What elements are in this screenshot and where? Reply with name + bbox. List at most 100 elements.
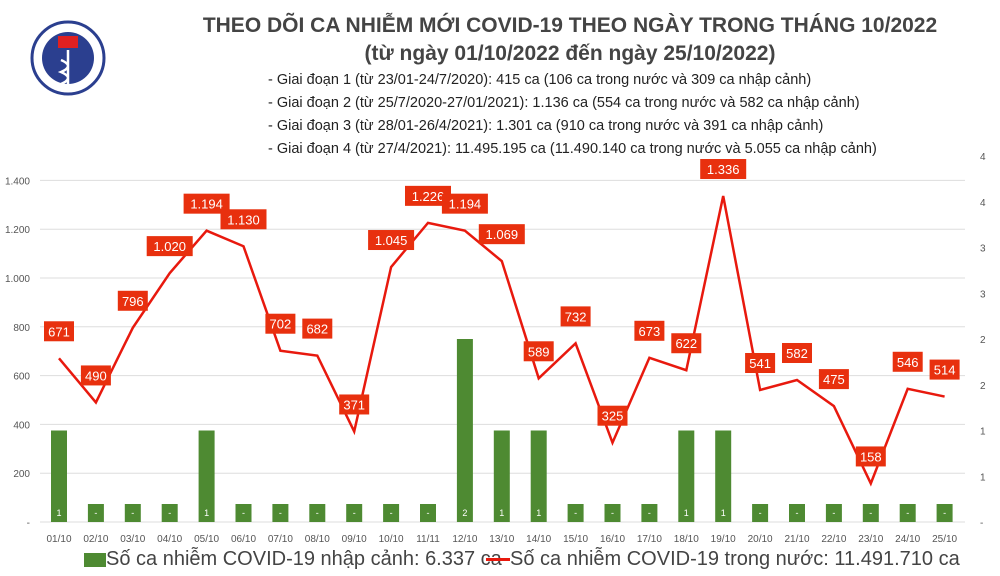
bar — [493, 430, 510, 522]
phase-4: - Giai đoạn 4 (từ 27/4/2021): 11.495.195… — [268, 141, 877, 157]
phase-1: - Giai đoạn 1 (từ 23/01-24/7/2020): 415 … — [268, 72, 812, 88]
phase-3: - Giai đoạn 3 (từ 28/01-26/4/2021): 1.30… — [268, 118, 824, 134]
right-tick-label: 3 — [980, 244, 986, 255]
bar-label: - — [648, 508, 651, 518]
x-tick-label: 04/10 — [157, 534, 182, 545]
data-label: 1.045 — [375, 233, 408, 248]
x-tick-label: 06/10 — [231, 534, 256, 545]
data-label-box — [265, 313, 296, 334]
data-label-box — [560, 306, 591, 327]
bar — [346, 504, 363, 522]
bar — [567, 504, 584, 522]
data-label-box — [929, 359, 960, 380]
bar-label: - — [131, 508, 134, 518]
bar-label: - — [943, 508, 946, 518]
chart-title: THEO DÕI CA NHIỄM MỚI COVID-19 THEO NGÀY… — [202, 14, 938, 37]
data-label-box — [782, 342, 812, 363]
chart-subtitle: (từ ngày 01/10/2022 đến ngày 25/10/2022) — [364, 42, 776, 65]
right-tick-label: 3 — [980, 289, 986, 300]
legend-line-label: Số ca nhiễm COVID-19 trong nước: 11.491.… — [510, 548, 960, 570]
x-tick-label: 22/10 — [821, 534, 846, 545]
x-tick-label: 17/10 — [637, 534, 662, 545]
legend-bar-label: Số ca nhiễm COVID-19 nhập cảnh: 6.337 ca — [106, 548, 502, 570]
bar — [899, 504, 916, 522]
legend-bar: Số ca nhiễm COVID-19 nhập cảnh: 6.337 ca — [84, 548, 502, 571]
right-tick-label: - — [980, 518, 983, 529]
data-label-box — [146, 236, 193, 257]
bar-label: - — [242, 508, 245, 518]
data-label: 514 — [934, 363, 956, 378]
x-tick-label: 03/10 — [120, 534, 145, 545]
bar — [825, 504, 842, 522]
bar-label: - — [906, 508, 909, 518]
data-label-box — [405, 185, 451, 206]
bar-label: - — [832, 508, 835, 518]
x-tick-label: 21/10 — [784, 534, 809, 545]
data-label: 325 — [602, 409, 624, 424]
x-tick-label: 07/10 — [268, 534, 293, 545]
data-label: 1.020 — [153, 239, 186, 254]
bar-label: - — [353, 508, 356, 518]
data-label: 1.130 — [227, 212, 260, 227]
data-label: 673 — [639, 324, 661, 339]
data-label-box — [441, 193, 488, 214]
x-tick-label: 10/10 — [379, 534, 404, 545]
bar — [789, 504, 805, 522]
left-tick-label: 800 — [13, 323, 30, 334]
bar — [124, 504, 141, 522]
x-tick-label: 15/10 — [563, 534, 588, 545]
bar — [161, 504, 178, 522]
left-tick-label: 1.200 — [5, 225, 30, 236]
bar-label: - — [611, 508, 614, 518]
bar-label: - — [427, 508, 430, 518]
left-tick-label: 1.400 — [5, 176, 30, 187]
left-tick-label: - — [27, 518, 30, 529]
bar — [936, 504, 953, 522]
data-label-box — [368, 230, 415, 251]
bar — [87, 504, 104, 522]
bar — [752, 504, 769, 522]
legend-line-swatch — [486, 558, 510, 562]
x-tick-label: 11/11 — [416, 534, 440, 545]
x-tick-label: 25/10 — [932, 534, 957, 545]
bar-label: - — [796, 508, 799, 518]
data-label: 490 — [85, 368, 107, 383]
bar — [604, 504, 621, 522]
bar — [456, 339, 473, 522]
data-label-box — [634, 320, 665, 341]
x-tick-label: 13/10 — [489, 534, 514, 545]
data-label: 1.194 — [190, 197, 223, 212]
data-label-box — [478, 224, 525, 245]
x-tick-label: 16/10 — [600, 534, 625, 545]
right-tick-label: 1 — [980, 472, 986, 483]
phase-2: - Giai đoạn 2 (từ 25/7/2020-27/01/2021):… — [268, 95, 860, 111]
data-label: 622 — [675, 336, 697, 351]
bar-label: 1 — [536, 508, 541, 518]
bar — [235, 504, 252, 522]
data-label-box — [44, 321, 74, 342]
bar — [530, 430, 547, 522]
data-label: 1.226 — [412, 189, 445, 204]
data-label: 682 — [306, 322, 328, 337]
x-tick-label: 02/10 — [83, 534, 108, 545]
data-label: 582 — [786, 346, 808, 361]
bar-label: 2 — [462, 508, 467, 518]
data-label-box — [80, 365, 111, 386]
data-label: 541 — [749, 356, 771, 371]
data-label-box — [302, 318, 333, 339]
legend-bar-swatch — [84, 552, 106, 567]
bar — [641, 504, 658, 522]
data-label: 671 — [48, 324, 70, 339]
bar — [383, 504, 400, 522]
bar-label: - — [869, 508, 872, 518]
bar-label: 1 — [721, 508, 726, 518]
bar-label: 1 — [56, 508, 61, 518]
bar — [420, 504, 436, 522]
data-label: 475 — [823, 372, 845, 387]
data-label-box — [597, 405, 628, 426]
x-tick-label: 19/10 — [711, 534, 736, 545]
data-label: 589 — [528, 344, 550, 359]
bar-label: - — [316, 508, 319, 518]
bar — [272, 504, 289, 522]
